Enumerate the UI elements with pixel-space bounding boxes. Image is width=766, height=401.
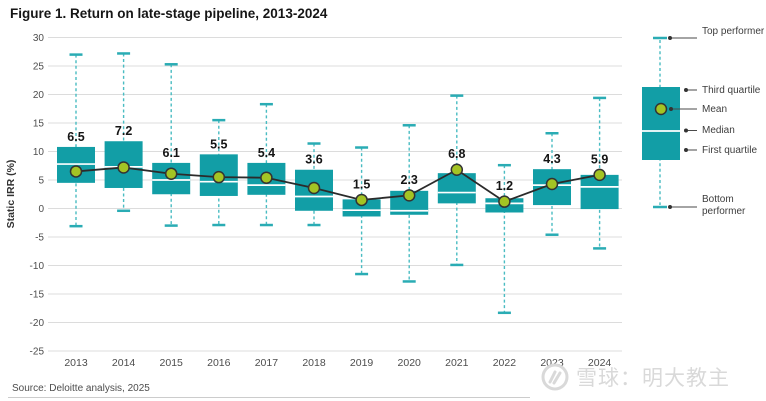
boxplot-2017: [247, 102, 286, 227]
legend-label-third-quartile: Third quartile: [702, 85, 761, 96]
mean-dot: [355, 193, 368, 207]
mean-dot: [402, 189, 416, 202]
mean-value-label: 5.4: [258, 146, 275, 160]
boxplot-2019: [342, 146, 381, 276]
legend-label-bottom-performer: Bottom performer: [702, 194, 746, 217]
bottom-divider: [8, 397, 530, 398]
mean-value-label: 2.3: [401, 173, 418, 187]
quartile-box: [342, 199, 381, 217]
y-tick-label: -20: [30, 318, 45, 329]
y-tick-label: -5: [35, 233, 44, 244]
x-tick-label: 2018: [302, 357, 326, 369]
mean-value-label: 6.8: [448, 147, 465, 161]
y-tick-label: 10: [33, 147, 45, 158]
x-tick-label: 2016: [207, 357, 231, 369]
y-axis-title: Static IRR (%): [5, 160, 17, 229]
y-tick-label: -10: [30, 261, 45, 272]
y-tick-label: 0: [38, 204, 44, 215]
y-tick-label: 15: [33, 119, 45, 130]
y-tick-label: 5: [38, 176, 44, 187]
mean-value-label: 4.3: [543, 152, 560, 166]
mean-value-label: 1.5: [353, 177, 370, 191]
xueqiu-logo-icon: [541, 363, 569, 391]
y-tick-label: -15: [30, 290, 45, 301]
legend: [642, 36, 697, 209]
y-tick-label: 30: [33, 33, 45, 44]
legend-callout-dots: [668, 36, 688, 209]
watermark: 雪球：明大教主: [540, 362, 730, 392]
boxplot-2013: [57, 53, 95, 228]
x-tick-label: 2013: [64, 357, 88, 369]
mean-value-label: 6.5: [67, 130, 84, 144]
legend-label-first-quartile: First quartile: [702, 145, 758, 156]
x-tick-label: 2017: [255, 357, 279, 369]
mean-value-label: 3.6: [305, 153, 322, 167]
y-tick-label: 25: [33, 62, 45, 73]
mean-value-label: 5.5: [210, 137, 227, 151]
grid: 30 25 20 15 10 5 0 -5 -10 -15 -20 -25: [30, 33, 622, 358]
y-tick-label: -25: [30, 347, 45, 358]
legend-label-top-performer: Top performer: [702, 26, 765, 37]
x-tick-label: 2022: [493, 357, 517, 369]
x-tick-label: 2021: [445, 357, 469, 369]
boxplot-2020: [390, 124, 429, 283]
x-tick-label: 2014: [112, 357, 136, 369]
mean-dot: [545, 177, 559, 191]
y-tick-label: 20: [33, 90, 45, 101]
mean-line-series: [75, 166, 600, 203]
source-note: Source: Deloitte analysis, 2025: [12, 383, 150, 394]
mean-value-label: 1.2: [496, 179, 513, 193]
mean-value-label: 7.2: [115, 124, 132, 138]
mean-dot: [593, 168, 606, 182]
mean-dot: [117, 161, 130, 174]
watermark-text: 雪球：明大教主: [576, 367, 730, 390]
mean-dot: [450, 163, 464, 176]
mean-value-label: 5.9: [591, 152, 608, 166]
mean-dot: [164, 167, 178, 180]
x-tick-label: 2019: [350, 357, 374, 369]
boxplot-2021: [437, 94, 476, 267]
legend-label-median: Median: [702, 125, 735, 136]
mean-dot: [69, 165, 83, 178]
x-tick-label: 2015: [160, 357, 184, 369]
legend-mean-dot: [654, 102, 668, 116]
x-tick-label: 2024: [588, 357, 612, 369]
mean-dot: [212, 170, 226, 184]
chart-title: Figure 1. Return on late-stage pipeline,…: [10, 6, 328, 21]
x-tick-label: 2020: [398, 357, 422, 369]
mean-dot: [307, 181, 321, 195]
mean-value-label: 6.1: [163, 146, 180, 160]
boxplots: [57, 52, 619, 315]
legend-label-mean: Mean: [702, 104, 728, 115]
legend-box: [642, 87, 680, 160]
mean-dot: [260, 171, 273, 184]
mean-dot: [498, 195, 511, 208]
